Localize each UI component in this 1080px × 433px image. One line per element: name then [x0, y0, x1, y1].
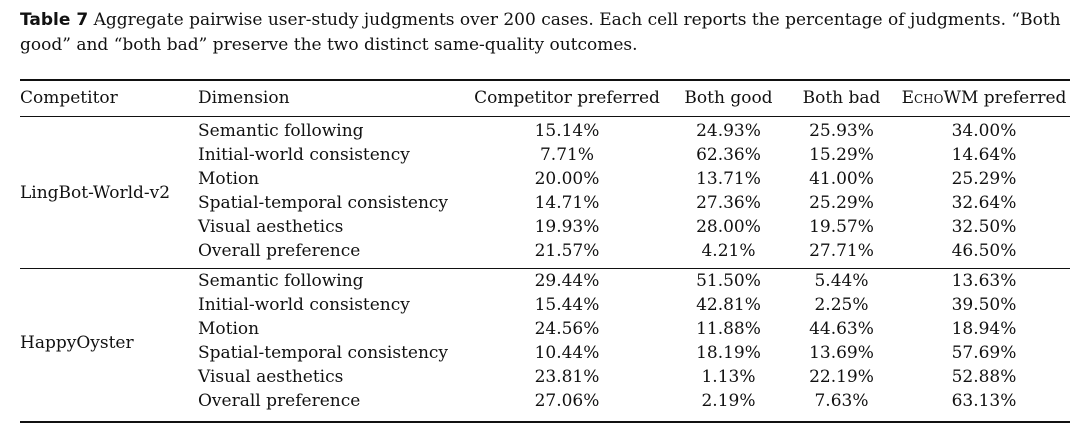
competitor-preferred-cell: 14.71%	[534, 193, 600, 213]
both-good-cell: 28.00%	[696, 217, 761, 237]
table-row: Spatial-temporal consistency 14.71% 27.36%…	[20, 191, 1070, 215]
echowm-preferred-cell: 32.64%	[951, 193, 1017, 213]
competitor-preferred-cell: 23.81%	[534, 367, 600, 387]
caption-label: Table 7	[20, 10, 89, 30]
both-good-cell: 4.21%	[701, 241, 756, 261]
table-row: Overall preference 27.06% 2.19% 7.63% 63.13%	[20, 389, 1070, 416]
table-caption: Table 7 Aggregate pairwise user-study ju…	[20, 8, 1070, 58]
dimension-cell: Semantic following	[198, 121, 364, 141]
both-bad-cell: 27.71%	[809, 241, 874, 261]
both-good-cell: 42.81%	[696, 295, 761, 315]
echowm-preferred-cell: 39.50%	[951, 295, 1017, 315]
header-both-bad: Both bad	[802, 88, 881, 108]
results-table: Competitor Dimension Competitor preferre…	[20, 80, 1070, 416]
dimension-cell: Visual aesthetics	[198, 367, 344, 387]
header-both-good: Both good	[684, 88, 773, 108]
competitor-preferred-cell: 29.44%	[534, 271, 600, 291]
dimension-cell: Visual aesthetics	[198, 217, 344, 237]
echowm-preferred-cell: 25.29%	[951, 169, 1017, 189]
header-competitor: Competitor	[20, 88, 118, 108]
both-good-cell: 11.88%	[696, 319, 761, 339]
both-good-cell: 62.36%	[696, 145, 761, 165]
both-bad-cell: 41.00%	[809, 169, 874, 189]
both-good-cell: 1.13%	[701, 367, 756, 387]
both-bad-cell: 2.25%	[814, 295, 869, 315]
competitor-preferred-cell: 19.93%	[534, 217, 600, 237]
both-bad-cell: 25.29%	[809, 193, 874, 213]
both-bad-cell: 19.57%	[809, 217, 874, 237]
header-echowm-preferred: EchoWM preferred	[898, 80, 1070, 116]
table-row: Initial-world consistency 15.44% 42.81% 2.2…	[20, 293, 1070, 317]
competitor-preferred-cell: 15.14%	[534, 121, 600, 141]
both-good-cell: 18.19%	[696, 343, 761, 363]
both-bad-cell: 5.44%	[814, 271, 869, 291]
both-bad-cell: 22.19%	[809, 367, 874, 387]
echowm-preferred-cell: 13.63%	[951, 271, 1017, 291]
both-good-cell: 27.36%	[696, 193, 761, 213]
echowm-preferred-cell: 32.50%	[951, 217, 1017, 237]
both-good-cell: 51.50%	[696, 271, 761, 291]
competitor-cell: HappyOyster	[20, 332, 134, 353]
echowm-preferred-cell: 14.64%	[951, 145, 1017, 165]
table-body: LingBot-World-v2 Semantic following 15.14%…	[20, 116, 1070, 416]
both-bad-cell: 13.69%	[809, 343, 874, 363]
both-bad-cell: 7.63%	[814, 391, 869, 411]
dimension-cell: Overall preference	[198, 241, 361, 261]
bottom-rule	[20, 421, 1070, 423]
echowm-preferred-cell: 18.94%	[951, 319, 1017, 339]
both-bad-cell: 25.93%	[809, 121, 874, 141]
table-row: Overall preference 21.57% 4.21% 27.71% 46.50…	[20, 239, 1070, 266]
header-echo-smallcaps: Echo	[901, 88, 944, 108]
both-bad-cell: 44.63%	[809, 319, 874, 339]
dimension-cell: Initial-world consistency	[198, 295, 410, 315]
table-row: Motion 24.56% 11.88% 44.63% 18.94%	[20, 317, 1070, 341]
both-good-cell: 2.19%	[701, 391, 756, 411]
both-good-cell: 13.71%	[696, 169, 761, 189]
dimension-cell: Spatial-temporal consistency	[198, 343, 449, 363]
dimension-cell: Motion	[198, 319, 260, 339]
competitor-cell: LingBot-World-v2	[20, 182, 171, 203]
dimension-cell: Overall preference	[198, 391, 361, 411]
top-rule	[20, 79, 1070, 81]
table-row: Initial-world consistency 7.71% 62.36% 15.2…	[20, 143, 1070, 167]
header-echowm-suffix: WM preferred	[943, 88, 1067, 108]
table-row: Motion 20.00% 13.71% 41.00% 25.29%	[20, 167, 1070, 191]
header-competitor-preferred: Competitor preferred	[474, 88, 660, 108]
echowm-preferred-cell: 34.00%	[951, 121, 1017, 141]
header-rule	[20, 116, 1070, 117]
competitor-preferred-cell: 27.06%	[534, 391, 600, 411]
competitor-preferred-cell: 24.56%	[534, 319, 600, 339]
dimension-cell: Motion	[198, 169, 260, 189]
table-row: Spatial-temporal consistency 10.44% 18.19%…	[20, 341, 1070, 365]
table-row: Visual aesthetics 23.81% 1.13% 22.19% 52.88%	[20, 365, 1070, 389]
competitor-preferred-cell: 10.44%	[534, 343, 600, 363]
table-row: HappyOyster Semantic following 29.44% 51.50…	[20, 266, 1070, 353]
header-row: Competitor Dimension Competitor preferre…	[20, 80, 1070, 116]
table-row: Visual aesthetics 19.93% 28.00% 19.57% 32.50…	[20, 215, 1070, 239]
group-separator-rule	[20, 268, 1070, 269]
echowm-preferred-cell: 46.50%	[951, 241, 1017, 261]
caption-text: Aggregate pairwise user-study judgments …	[20, 10, 1061, 55]
dimension-cell: Spatial-temporal consistency	[198, 193, 449, 213]
competitor-preferred-cell: 15.44%	[534, 295, 600, 315]
both-good-cell: 24.93%	[696, 121, 761, 141]
competitor-preferred-cell: 21.57%	[534, 241, 600, 261]
both-bad-cell: 15.29%	[809, 145, 874, 165]
header-dimension: Dimension	[198, 88, 290, 108]
table-row: LingBot-World-v2 Semantic following 15.14%…	[20, 116, 1070, 203]
competitor-preferred-cell: 7.71%	[539, 145, 594, 165]
dimension-cell: Semantic following	[198, 271, 364, 291]
echowm-preferred-cell: 63.13%	[951, 391, 1017, 411]
echowm-preferred-cell: 52.88%	[951, 367, 1017, 387]
competitor-preferred-cell: 20.00%	[534, 169, 600, 189]
echowm-preferred-cell: 57.69%	[951, 343, 1017, 363]
dimension-cell: Initial-world consistency	[198, 145, 410, 165]
